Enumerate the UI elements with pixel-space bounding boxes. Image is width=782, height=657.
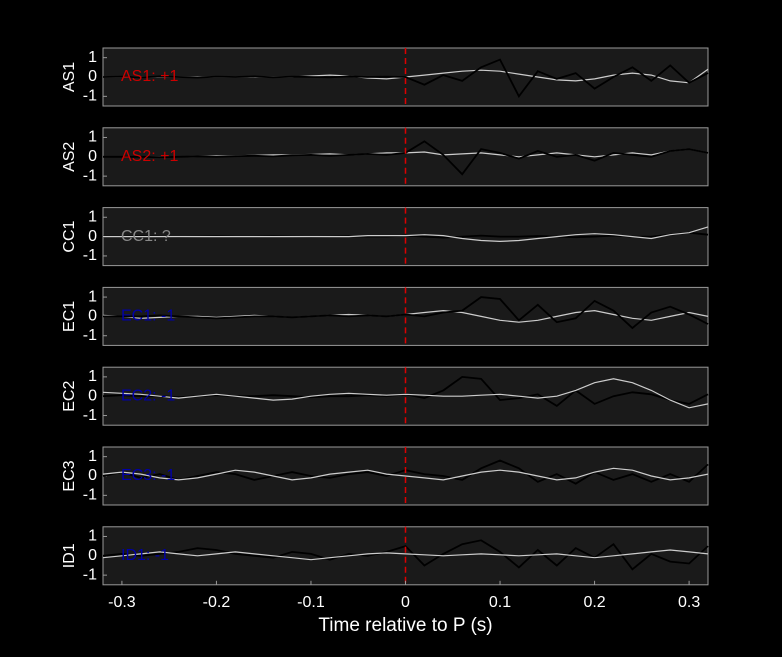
y-tick-label: -1 [83,487,97,504]
y-tick-label: 1 [88,448,97,465]
trace [102,378,709,409]
y-tick-label: 1 [88,208,97,225]
y-tick-label: 1 [88,288,97,305]
x-tick-label: 0 [401,594,410,611]
panel-annotation: EC2: -1 [121,387,175,404]
x-tick-label: -0.2 [203,594,231,611]
panel-annotation: AS1: +1 [121,68,178,85]
x-tick-label: -0.3 [108,594,136,611]
y-axis-label: CC1 [61,220,78,252]
y-tick-label: 0 [88,148,97,165]
y-tick-label: -1 [83,327,97,344]
y-tick-label: -1 [83,88,97,105]
x-tick-label: 0.2 [583,594,605,611]
y-tick-label: 1 [88,129,97,146]
panel-annotation: AS2: +1 [121,148,178,165]
y-axis-label: AS2 [61,142,78,172]
x-tick-label: 0.1 [489,594,511,611]
x-axis-label: Time relative to P (s) [318,615,492,636]
panel-annotation: CC1: ? [121,228,171,245]
trace [102,467,709,481]
y-tick-label: 0 [88,387,97,404]
y-axis-label: EC1 [61,301,78,332]
y-tick-label: -1 [83,566,97,583]
y-axis-label: AS1 [61,62,78,92]
panel-annotation: EC1: -1 [121,308,175,325]
x-tick-label: 0.3 [678,594,700,611]
trace [103,296,709,330]
y-tick-label: 1 [88,49,97,66]
y-tick-label: -1 [83,247,97,264]
y-axis-label: EC2 [61,381,78,412]
trace [102,539,709,571]
y-axis-label: EC3 [61,460,78,491]
y-tick-label: 1 [88,368,97,385]
trace [102,549,709,561]
panel-annotation: ID1: -1 [121,547,169,564]
x-tick-label: -0.1 [297,594,325,611]
y-tick-label: 0 [88,308,97,325]
y-tick-label: 0 [88,467,97,484]
y-tick-label: -1 [83,167,97,184]
y-tick-label: 0 [88,68,97,85]
y-tick-label: -1 [83,407,97,424]
y-tick-label: 0 [88,547,97,564]
y-tick-label: 0 [88,228,97,245]
y-axis-label: ID1 [61,543,78,568]
trace [103,226,709,243]
trace [102,58,709,98]
panel-annotation: EC3: -1 [121,467,175,484]
y-tick-label: 1 [88,528,97,545]
